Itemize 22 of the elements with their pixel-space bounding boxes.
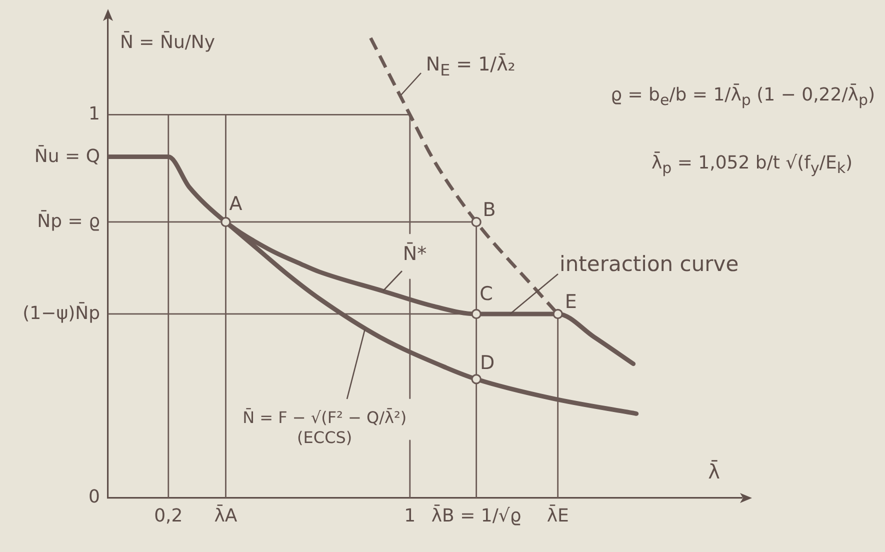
y-tick-label: 0 (88, 486, 100, 508)
y-axis-title: N̄ = N̄u/Ny (120, 32, 216, 54)
annotation: D (480, 352, 495, 376)
x-tick-label: λ̄B = 1/√ϱ (431, 504, 522, 526)
annotation: N$_{E}$ = 1/λ̄₂ (426, 54, 516, 81)
x-tick-label: 1 (404, 505, 416, 526)
annotation: (1−ψ)N̄p (22, 302, 100, 326)
annotation: N̄ = F − √(F² − Q/λ̄²) (ECCS) (242, 408, 407, 448)
annotation: N̄* (402, 243, 427, 267)
x-tick-label: λ̄E (546, 504, 569, 526)
annotation: interaction curve (560, 250, 739, 278)
annotation: C (480, 283, 493, 307)
annotation: N̄p = ϱ (37, 210, 100, 234)
annotation: B (482, 199, 496, 223)
x-tick-label: λ̄A (214, 504, 238, 526)
annotation: E (564, 291, 577, 315)
x-axis-title: λ̄ (708, 460, 720, 484)
annotation: N̄u = Q (34, 146, 100, 168)
x-tick-label: 0,2 (154, 505, 183, 526)
annotation: A (229, 193, 242, 217)
annotation: λ̄$_{p}$ = 1,052 b/t √(f$_{y}$/E$_{k}$) (651, 152, 853, 178)
annotation: ϱ = b$_{e}$/b = 1/λ̄$_{p}$ (1 − 0,22/λ̄$_{p}$) (610, 84, 875, 110)
